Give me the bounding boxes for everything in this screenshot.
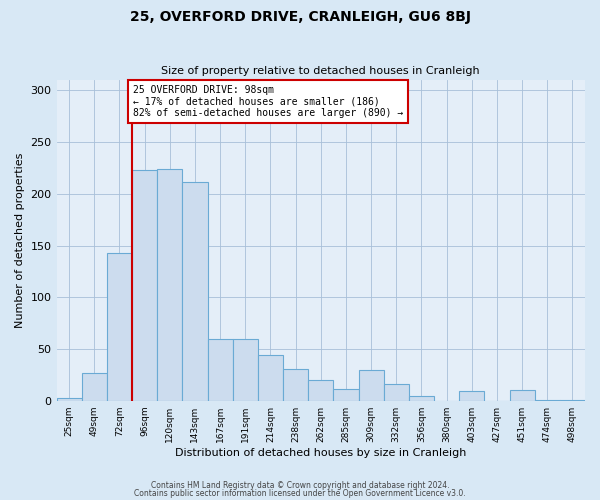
Text: Contains public sector information licensed under the Open Government Licence v3: Contains public sector information licen… (134, 488, 466, 498)
Bar (283, 368, 308, 400)
Text: Contains HM Land Registry data © Crown copyright and database right 2024.: Contains HM Land Registry data © Crown c… (151, 481, 449, 490)
Bar (258, 355, 283, 401)
Bar (359, 370, 383, 400)
Bar (182, 182, 208, 400)
Bar (459, 392, 484, 400)
Bar (107, 253, 132, 400)
Bar (157, 169, 182, 400)
Text: 25 OVERFORD DRIVE: 98sqm
← 17% of detached houses are smaller (186)
82% of semi-: 25 OVERFORD DRIVE: 98sqm ← 17% of detach… (133, 85, 404, 118)
Y-axis label: Number of detached properties: Number of detached properties (15, 152, 25, 328)
Bar (334, 390, 359, 400)
Text: 25, OVERFORD DRIVE, CRANLEIGH, GU6 8BJ: 25, OVERFORD DRIVE, CRANLEIGH, GU6 8BJ (130, 10, 470, 24)
Bar (82, 373, 107, 400)
X-axis label: Distribution of detached houses by size in Cranleigh: Distribution of detached houses by size … (175, 448, 466, 458)
Title: Size of property relative to detached houses in Cranleigh: Size of property relative to detached ho… (161, 66, 480, 76)
Bar (383, 384, 409, 400)
Bar (208, 338, 233, 400)
Bar (509, 390, 535, 400)
Bar (409, 396, 434, 400)
Bar (233, 338, 258, 400)
Bar (132, 170, 157, 400)
Bar (56, 398, 82, 400)
Bar (308, 380, 334, 400)
